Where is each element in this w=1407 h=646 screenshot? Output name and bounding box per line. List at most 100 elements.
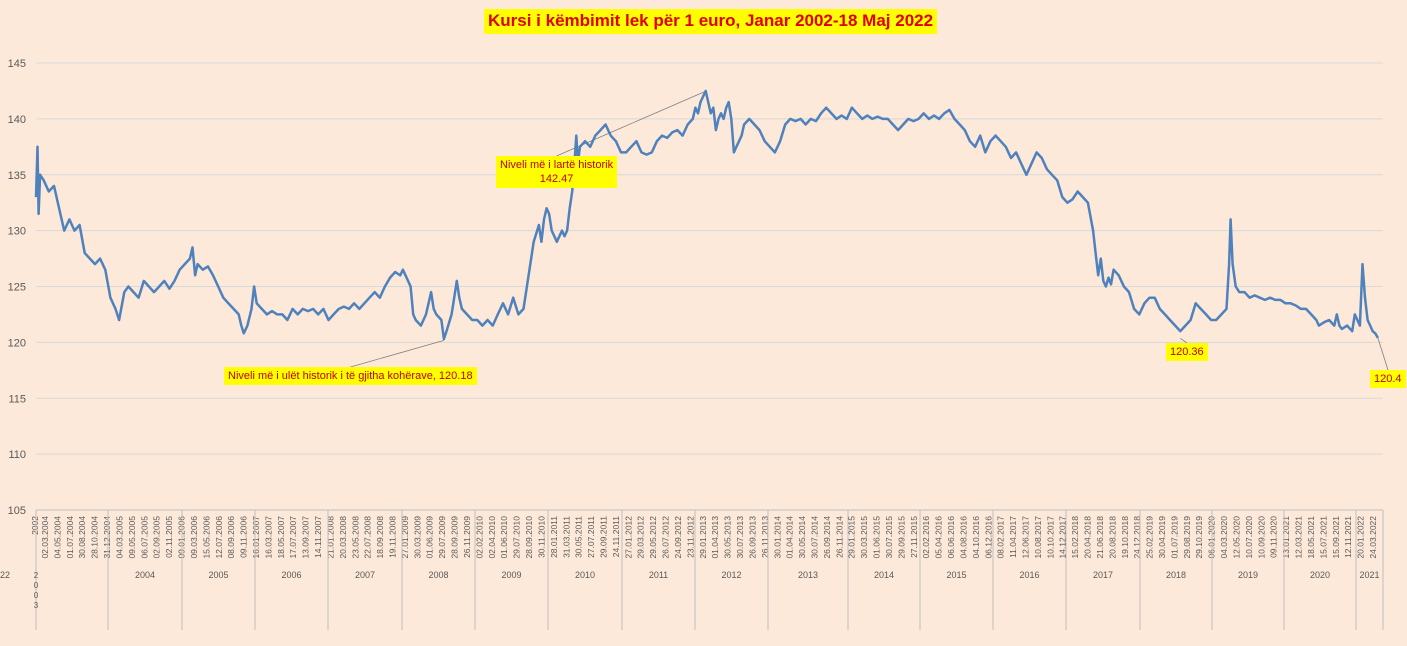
x-tick-label: 10.08.2017 xyxy=(1033,516,1043,559)
y-tick-label: 130 xyxy=(8,226,26,238)
x-tick-label: 02.02.2010 xyxy=(474,516,484,559)
leader-line xyxy=(350,339,445,368)
x-tick-label: 2002 xyxy=(30,516,40,535)
x-tick-label: 29.07.2010 xyxy=(512,516,522,559)
year-label-2018: 2018 xyxy=(1166,570,1186,580)
x-tick-label: 30.08.2004 xyxy=(77,516,87,559)
x-tick-label: 25.02.2019 xyxy=(1145,516,1155,559)
x-tick-label: 10.07.2020 xyxy=(1244,516,1254,559)
x-tick-label: 30.03.2015 xyxy=(859,516,869,559)
x-tick-label: 27.01.2012 xyxy=(623,516,633,559)
x-tick-label: 04.03.2020 xyxy=(1219,516,1229,559)
x-tick-label: 19.11.2008 xyxy=(388,516,398,558)
x-tick-label: 18.09.2008 xyxy=(375,516,385,559)
x-tick-label: 04.10.2016 xyxy=(971,516,981,559)
x-tick-label: 04.08.2016 xyxy=(958,516,968,559)
gridlines xyxy=(36,62,1383,511)
x-tick-label: 29.10.2019 xyxy=(1194,516,1204,559)
x-tick-label: 24.11.2011 xyxy=(611,516,621,558)
x-tick-label: 18.05.2021 xyxy=(1306,516,1316,559)
x-tick-label: 23.05.2008 xyxy=(350,516,360,559)
year-label-2005: 2005 xyxy=(208,570,228,580)
x-tick-label: 02.11.2005 xyxy=(164,516,174,558)
callout-max: Niveli më i lartë historik 142.47 xyxy=(496,156,618,188)
x-tick-label: 05.04.2016 xyxy=(934,516,944,559)
callout-2019-low: 120.36 xyxy=(1166,343,1208,361)
year-label-2009: 2009 xyxy=(501,570,521,580)
x-tick-label: 30.07.2014 xyxy=(809,516,819,559)
x-tick-label: 12.03.2021 xyxy=(1294,516,1304,559)
x-tick-label: 02.09.2005 xyxy=(152,516,162,559)
year-label-2015: 2015 xyxy=(946,570,966,580)
year-label-2022: 2022 xyxy=(0,570,10,580)
x-tick-label: 28.09.2010 xyxy=(524,516,534,559)
x-tick-label: 30.01.2014 xyxy=(772,516,782,559)
x-tick-label: 09.05.2005 xyxy=(127,516,137,559)
year-label-2012: 2012 xyxy=(721,570,741,580)
x-tick-label: 31.03.2011 xyxy=(561,516,571,558)
x-tick-label: 01.06.2010 xyxy=(499,516,509,559)
x-tick-label: 16.03.2007 xyxy=(263,516,273,559)
x-tick-label: 30.07.2015 xyxy=(884,516,894,559)
year-label-2004: 2004 xyxy=(135,570,155,580)
callout-2019-line1: 120.36 xyxy=(1170,346,1204,358)
callout-max-line2: 142.47 xyxy=(539,173,574,185)
x-tick-label: 24.03.2022 xyxy=(1368,516,1378,559)
x-tick-label: 27.01.2009 xyxy=(400,516,410,559)
x-tick-label: 01.04.2013 xyxy=(710,516,720,559)
stacked-year-char: 2 xyxy=(34,571,39,580)
x-tick-label: 08.02.2017 xyxy=(996,516,1006,559)
x-tick-label: 30.05.2011 xyxy=(574,516,584,558)
x-tick-label: 20.04.2018 xyxy=(1083,516,1093,559)
x-tick-label: 24.09.2012 xyxy=(673,516,683,559)
year-label-2014: 2014 xyxy=(874,570,894,580)
stacked-year-char: 0 xyxy=(34,591,39,600)
x-tick-label: 02.04.2010 xyxy=(487,516,497,559)
y-tick-label: 115 xyxy=(8,393,26,405)
x-axis: 2002 02.03.2004 04.05.2004 01.07.2004 30.08.… xyxy=(0,509,1384,630)
x-tick-label: 21.06.2018 xyxy=(1095,516,1105,559)
x-tick-label: 06.06.2016 xyxy=(946,516,956,559)
x-tick-label: 29.01.2015 xyxy=(847,516,857,559)
x-tick-label: 30.05.2014 xyxy=(797,516,807,559)
x-tick-label: 02.03.2004 xyxy=(40,516,50,559)
year-label-2007: 2007 xyxy=(355,570,375,580)
y-tick-label: 110 xyxy=(8,449,26,461)
x-tick-label: 26.07.2012 xyxy=(661,516,671,559)
y-tick-label: 105 xyxy=(8,505,26,517)
x-tick-label: 26.11.2014 xyxy=(834,516,844,558)
x-tick-label: 20.03.2008 xyxy=(338,516,348,559)
x-tick-label: 18.05.2007 xyxy=(276,516,286,559)
x-tick-label: 29.09.2015 xyxy=(896,516,906,559)
y-tick-label: 125 xyxy=(8,282,26,294)
y-tick-label: 140 xyxy=(8,114,26,126)
year-label-2021: 2021 xyxy=(1359,570,1379,580)
x-tick-label: 28.01.2011 xyxy=(549,516,559,558)
x-tick-label: 12.11.2021 xyxy=(1343,516,1353,558)
y-tick-label: 120 xyxy=(8,337,26,349)
x-tick-label: 30.07.2013 xyxy=(735,516,745,559)
x-tick-label: 13.09.2007 xyxy=(301,516,311,559)
x-tick-label: 23.11.2012 xyxy=(685,516,695,558)
x-tick-label: 06.12.2016 xyxy=(983,516,993,559)
x-tick-label: 12.06.2017 xyxy=(1020,516,1030,559)
y-axis-ticks: 105 110 115 120 125 130 135 140 145 xyxy=(8,58,26,517)
x-tick-label: 28.09.2009 xyxy=(450,516,460,559)
callout-max-line1: Niveli më i lartë historik xyxy=(500,159,614,171)
x-tick-label: 04.05.2004 xyxy=(52,516,62,559)
year-label-2020: 2020 xyxy=(1310,570,1330,580)
x-tick-label: 01.06.2015 xyxy=(872,516,882,559)
x-tick-label: 29.01.2013 xyxy=(698,516,708,559)
callout-min: Niveli më i ulët historik i të gjitha ko… xyxy=(224,367,477,385)
x-tick-label: 15.09.2021 xyxy=(1331,516,1341,559)
x-tick-label: 27.07.2011 xyxy=(586,516,596,558)
x-tick-label: 20.01.2022 xyxy=(1356,516,1366,559)
x-tick-label: 30.05.2013 xyxy=(723,516,733,559)
x-tick-label: 11.04.2017 xyxy=(1008,516,1018,558)
x-tick-label: 16.01.2007 xyxy=(251,516,261,559)
x-tick-label: 26.09.2014 xyxy=(822,516,832,559)
callout-latest: 120.4 xyxy=(1370,370,1406,388)
stacked-year-char: 0 xyxy=(34,581,39,590)
chart-title: Kursi i këmbimit lek për 1 euro, Janar 2… xyxy=(484,9,938,34)
